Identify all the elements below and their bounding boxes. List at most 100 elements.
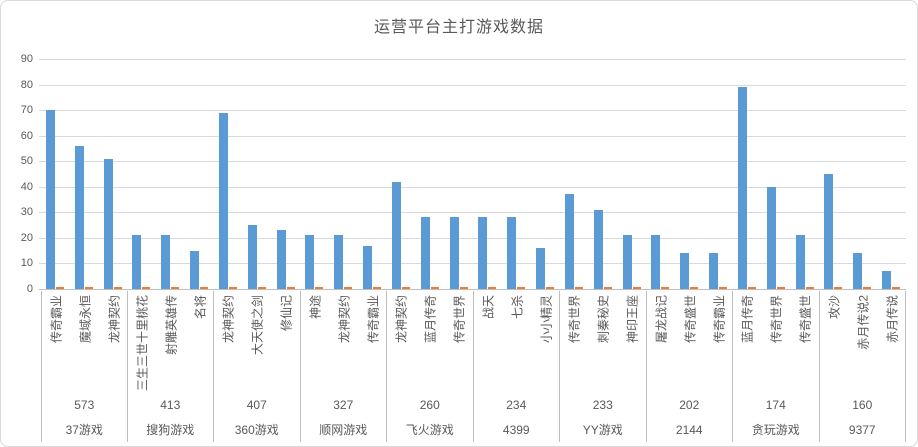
game-label-slot: 七杀 — [502, 291, 531, 397]
game-label: 名将 — [193, 295, 208, 320]
bar — [45, 110, 55, 289]
bar — [449, 217, 459, 289]
game-label: 七杀 — [510, 295, 525, 320]
bar-secondary-marker — [574, 287, 583, 289]
y-tick-label: 80 — [20, 78, 33, 91]
bar — [305, 235, 315, 289]
game-label: 大天使之剑 — [250, 295, 265, 356]
game-label-slot: 蓝月传奇 — [733, 291, 762, 397]
bar-secondary-marker — [200, 287, 209, 289]
bar-secondary-marker — [834, 287, 843, 289]
bar-secondary-marker — [805, 287, 814, 289]
game-label: 攻沙 — [827, 295, 842, 320]
group-total-label: 327 — [333, 398, 354, 412]
platform-label: 贪玩游戏 — [751, 423, 800, 437]
platform-label: 顺网游戏 — [319, 423, 368, 437]
game-label: 龙神契约 — [107, 295, 122, 344]
category-group-cell: 传奇世界 刺秦秘史 神印王座 233 YY游戏 — [560, 291, 647, 442]
bar-secondary-marker — [719, 287, 728, 289]
bar — [363, 245, 373, 289]
game-label: 射雕英雄传 — [164, 295, 179, 356]
game-label-slot: 传奇霸业 — [704, 291, 733, 397]
group-total-label: 407 — [246, 398, 267, 412]
game-label-slot: 战天 — [474, 291, 503, 397]
category-group-cell: 蓝月传奇 传奇世界 传奇盛世 174 贪玩游戏 — [733, 291, 820, 442]
y-gridline — [39, 161, 906, 163]
y-gridline — [39, 186, 906, 188]
bar-secondary-marker — [776, 287, 785, 289]
bar — [391, 181, 401, 289]
bar-secondary-marker — [84, 287, 93, 289]
game-label-slot: 神印王座 — [618, 291, 647, 397]
game-label-slot: 传奇霸业 — [42, 291, 71, 397]
game-label-slot: 赤月传说 — [877, 291, 906, 397]
y-tick-label: 40 — [20, 180, 33, 193]
bar-secondary-marker — [690, 287, 699, 289]
game-label: 屠龙战记 — [654, 295, 669, 344]
bar — [507, 217, 517, 289]
bar-secondary-marker — [632, 287, 641, 289]
platform-label: 360游戏 — [234, 423, 279, 437]
y-tick-label: 60 — [20, 129, 33, 142]
game-label: 三生三世十里桃花 — [135, 295, 150, 392]
bar-secondary-marker — [430, 287, 439, 289]
bar — [593, 209, 603, 289]
bar-secondary-marker — [344, 287, 353, 289]
bar — [709, 253, 719, 289]
game-label-slot: 传奇世界 — [560, 291, 589, 397]
game-label-slot: 刺秦秘史 — [589, 291, 618, 397]
game-label-slot: 传奇世界 — [445, 291, 474, 397]
bar — [247, 225, 257, 289]
y-tick-label: 10 — [20, 257, 33, 270]
y-tick-label: 70 — [20, 104, 33, 117]
bar — [161, 235, 171, 289]
game-label: 传奇霸业 — [49, 295, 64, 344]
platform-label: 4399 — [502, 423, 530, 437]
group-total-label: 413 — [160, 398, 181, 412]
game-label-slot: 攻沙 — [820, 291, 849, 397]
y-tick-label: 90 — [20, 53, 33, 65]
bar-secondary-marker — [661, 287, 670, 289]
game-label-slot: 传奇霸业 — [358, 291, 387, 397]
y-gridline — [39, 135, 906, 137]
group-total-label: 573 — [74, 398, 95, 412]
bar — [795, 235, 805, 289]
bar-secondary-marker — [55, 287, 64, 289]
game-label-slot: 传奇世界 — [762, 291, 791, 397]
game-label-slot: 大天使之剑 — [243, 291, 272, 397]
game-label-slot: 龙神契约 — [387, 291, 416, 397]
y-gridline — [39, 110, 906, 112]
group-total-label: 202 — [679, 398, 700, 412]
bar-secondary-marker — [228, 287, 237, 289]
game-label: 传奇盛世 — [683, 295, 698, 344]
bar — [536, 248, 546, 289]
bar — [882, 271, 892, 289]
group-total-label: 234 — [506, 398, 527, 412]
game-label-slot: 神途 — [301, 291, 330, 397]
y-tick-label: 30 — [20, 206, 33, 219]
bar — [218, 112, 228, 289]
bar — [622, 235, 632, 289]
game-label: 魔域永恒 — [78, 295, 93, 344]
platform-label: 搜狗游戏 — [146, 423, 195, 437]
category-group-cell: 神途 龙神契约 传奇霸业 327 顺网游戏 — [301, 291, 387, 442]
y-gridline — [39, 59, 906, 60]
y-tick-label: 0 — [26, 283, 33, 295]
game-label: 传奇世界 — [769, 295, 784, 344]
category-group-cell: 攻沙 赤月传说2 赤月传说 160 9377 — [820, 291, 906, 442]
platform-label: 37游戏 — [65, 423, 103, 437]
group-total-label: 160 — [852, 398, 873, 412]
category-group-cell: 传奇霸业 魔域永恒 龙神契约 573 37游戏 — [41, 291, 128, 442]
game-label-slot: 传奇盛世 — [675, 291, 704, 397]
game-label: 赤月传说2 — [856, 295, 871, 350]
game-label: 龙神契约 — [221, 295, 236, 344]
game-label: 传奇世界 — [567, 295, 582, 344]
game-label: 赤月传说 — [885, 295, 900, 344]
bar — [334, 235, 344, 289]
x-axis-line — [39, 289, 906, 290]
bar-secondary-marker — [401, 287, 410, 289]
game-label: 龙神契约 — [394, 295, 409, 344]
chart-title: 运营平台主打游戏数据 — [373, 19, 544, 36]
game-label-slot: 魔域永恒 — [71, 291, 100, 397]
